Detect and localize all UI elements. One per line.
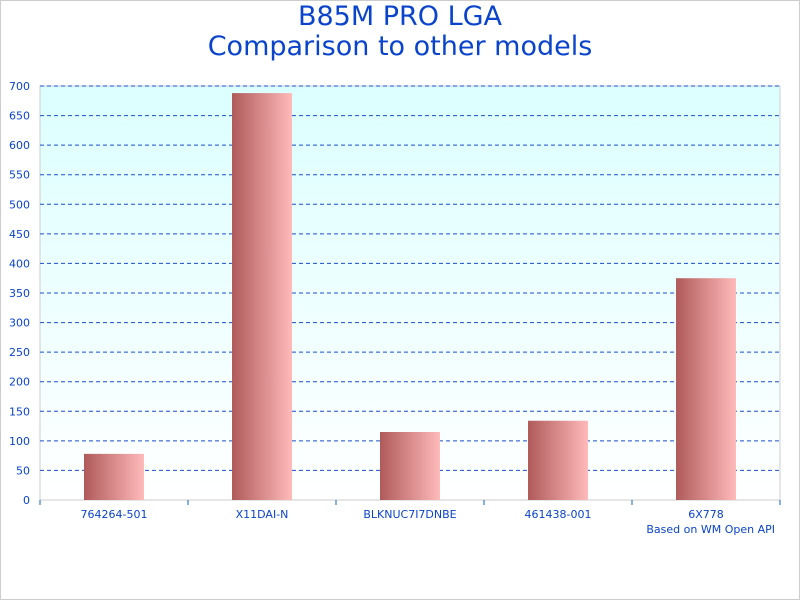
credit-text: Based on WM Open API [646,523,775,536]
chart-title: B85M PRO LGA Comparison to other models [0,2,800,62]
x-tick-label: 461438-001 [525,508,592,521]
x-tick-label: 6X778 [688,508,724,521]
x-tick-label: X11DAI-N [236,508,289,521]
bar-6X778 [676,278,736,500]
y-tick-label: 250 [9,346,30,359]
bar-764264-501 [84,453,144,500]
y-tick-label: 700 [9,80,30,93]
y-tick-label: 100 [9,435,30,448]
y-tick-label: 50 [16,464,30,477]
bar-X11DAI-N [232,93,292,501]
y-tick-label: 600 [9,139,30,152]
y-tick-label: 550 [9,169,30,182]
title-line: B85M PRO LGA [297,1,503,32]
y-tick-label: 450 [9,228,30,241]
x-tick-label: 764264-501 [81,508,148,521]
y-tick-label: 150 [9,405,30,418]
subtitle-line: Comparison to other models [207,31,593,62]
y-tick-label: 650 [9,110,30,123]
bar-461438-001 [528,420,588,500]
x-tick-label: BLKNUC7I7DNBE [363,508,456,521]
y-tick-label: 500 [9,198,30,211]
y-tick-label: 300 [9,317,30,330]
y-tick-label: 200 [9,376,30,389]
y-tick-label: 350 [9,287,30,300]
y-tick-label: 0 [23,494,30,507]
bar-BLKNUC7I7DNBE [380,431,440,500]
y-tick-label: 400 [9,257,30,270]
